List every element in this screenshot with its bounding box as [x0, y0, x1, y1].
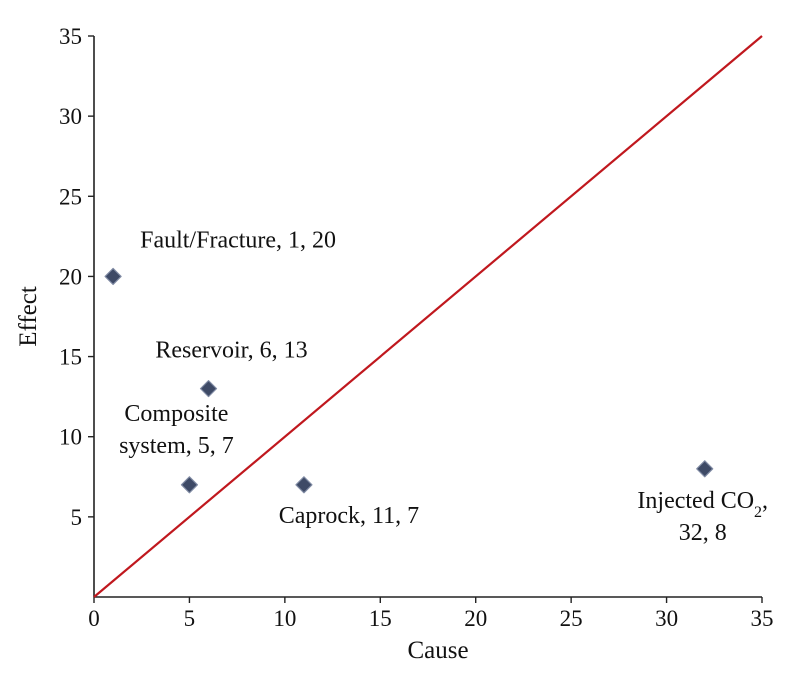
data-point [199, 380, 218, 398]
x-tick-label: 20 [464, 606, 487, 631]
point-label: Composite [124, 401, 228, 427]
point-label: Caprock, 11, 7 [279, 503, 419, 529]
y-axis-title: Effect [15, 286, 42, 347]
x-axis-title: Cause [407, 637, 468, 664]
x-tick-label: 35 [751, 606, 774, 631]
x-tick-label: 0 [88, 606, 100, 631]
y-tick-label: 25 [59, 184, 82, 209]
point-label: Fault/Fracture, 1, 20 [140, 227, 336, 253]
y-tick-label: 10 [59, 425, 82, 450]
label-suffix: , [762, 488, 768, 514]
reference-line [93, 35, 763, 598]
data-point [295, 476, 313, 494]
y-tick-label: 35 [59, 24, 82, 49]
point-label: 32, 8 [679, 520, 727, 546]
point-label: Injected CO2, [637, 488, 768, 521]
point-label: system, 5, 7 [119, 433, 234, 459]
data-point [180, 476, 199, 494]
tick-labels: 0 5 10 15 20 25 30 35 5 10 15 20 25 30 35 [59, 24, 774, 631]
data-point [696, 460, 714, 478]
x-tick-label: 5 [184, 606, 196, 631]
y-tick-label: 5 [71, 505, 83, 530]
label-subscript: 2 [754, 503, 762, 520]
point-labels: Fault/Fracture, 1, 20 Reservoir, 6, 13 Com… [119, 227, 768, 545]
point-label: Reservoir, 6, 13 [155, 338, 307, 364]
x-tick-label: 30 [655, 606, 678, 631]
y-tick-label: 15 [59, 345, 82, 370]
x-tick-label: 10 [273, 606, 296, 631]
y-tick-label: 20 [59, 264, 82, 289]
x-tick-label: 15 [369, 606, 392, 631]
x-tick-label: 25 [560, 606, 583, 631]
y-tick-label: 30 [59, 104, 82, 129]
data-point [104, 267, 122, 286]
axes [88, 35, 763, 603]
data-points [104, 267, 714, 494]
